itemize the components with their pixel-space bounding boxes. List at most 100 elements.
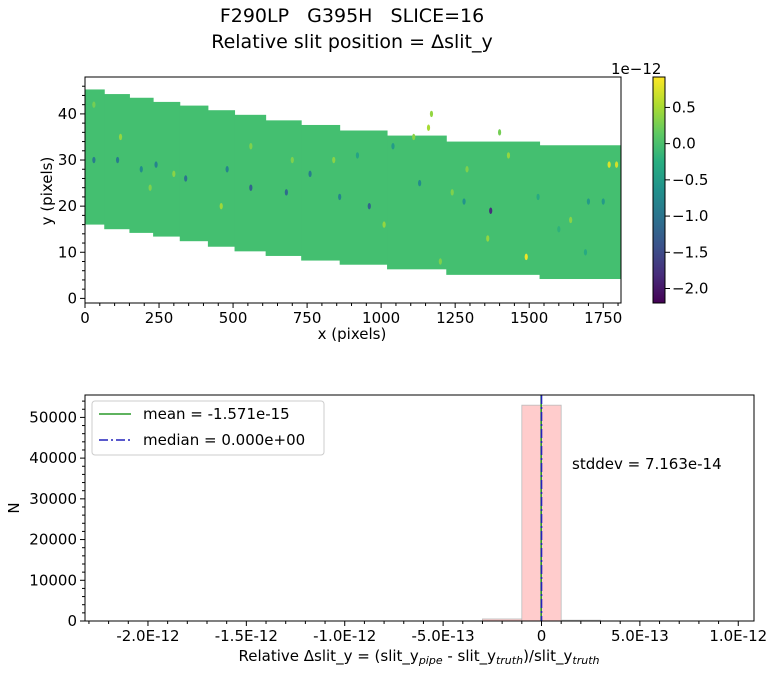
histogram-legend: mean = -1.571e-15 median = 0.000e+00 xyxy=(91,400,325,456)
histogram-ytick-label: 50000 xyxy=(29,408,77,426)
slit-strip-segment xyxy=(265,120,302,256)
histogram-xlabel: Relative Δslit_y = (slit_ypipe - slit_yt… xyxy=(239,647,600,667)
outlier-pixel xyxy=(557,226,561,233)
outlier-pixel xyxy=(249,142,253,150)
xlabel-mid: - slit_y xyxy=(443,647,496,666)
heatmap-ticks: 0 250 500 750 1000 1250 1500 1750 0 10 20 30 40 xyxy=(58,85,622,327)
colorbar-tick-label: 0.0 xyxy=(672,135,696,153)
outlier-pixel xyxy=(115,156,120,164)
xlabel-prefix: Relative Δslit_y = (slit_y xyxy=(239,647,419,666)
outlier-pixel xyxy=(450,189,454,196)
slit-strip-segment xyxy=(234,114,267,252)
xlabel-sub-truth-1: truth xyxy=(496,654,523,667)
outlier-pixel xyxy=(607,161,611,168)
histogram-xtick-label: -5.0E-13 xyxy=(411,627,474,645)
figure-title-line1: F290LP G395H SLICE=16 xyxy=(220,5,484,27)
slit-strip-segment xyxy=(539,145,621,280)
heatmap-ytick-label: 20 xyxy=(58,197,77,215)
colorbar-tick-label: −2.0 xyxy=(672,280,708,298)
outlier-pixel xyxy=(139,166,143,173)
heatmap-xtick-label: 500 xyxy=(219,309,248,327)
stddev-annotation: stddev = 7.163e-14 xyxy=(572,455,722,473)
outlier-pixel xyxy=(536,193,540,201)
histogram-ytick-label: 0 xyxy=(67,612,77,630)
outlier-pixel xyxy=(583,249,588,256)
histogram-xtick-label: 5.0E-13 xyxy=(611,627,669,645)
outlier-pixel xyxy=(506,152,511,159)
outlier-pixel xyxy=(338,193,342,201)
histogram-ytick-label: 20000 xyxy=(29,531,77,549)
slit-strip-segment xyxy=(129,97,154,233)
slit-strip-segment xyxy=(446,141,541,275)
colorbar-ticks: 0.5 0.0 −0.5 −1.0 −1.5 −2.0 xyxy=(665,98,708,298)
outlier-pixel xyxy=(497,129,502,136)
xlabel-mid2: )/slit_y xyxy=(523,647,572,666)
xlabel-sub-pipe: pipe xyxy=(418,654,443,667)
legend-median-label: median = 0.000e+00 xyxy=(143,431,305,449)
heatmap-xtick-label: 750 xyxy=(293,309,322,327)
outlier-pixel xyxy=(249,184,253,191)
figure-title-line2: Relative slit position = Δslit_y xyxy=(211,31,493,53)
outlier-pixel xyxy=(184,175,188,182)
outlier-pixel xyxy=(172,170,176,178)
histogram-xtick-label: -1.5E-12 xyxy=(215,627,278,645)
heatmap-xtick-label: 1000 xyxy=(362,309,400,327)
outlier-pixel xyxy=(614,161,619,168)
outlier-pixel xyxy=(601,198,605,205)
outlier-pixel xyxy=(92,101,96,108)
heatmap-ytick-label: 30 xyxy=(58,151,77,169)
colorbar-tick-label: 0.5 xyxy=(672,98,696,116)
outlier-pixel xyxy=(148,184,152,191)
outlier-pixel xyxy=(154,161,158,168)
outlier-pixel xyxy=(524,253,528,261)
colorbar-tick-label: −0.5 xyxy=(672,171,708,189)
outlier-pixel xyxy=(92,156,96,164)
slit-strip-segment xyxy=(179,105,209,242)
outlier-pixel xyxy=(412,133,416,141)
slit-strip-segment xyxy=(301,124,341,261)
histogram-plot-area xyxy=(482,395,601,621)
outlier-pixel xyxy=(429,110,434,118)
outlier-pixel xyxy=(462,198,466,205)
histogram-ylabel: N xyxy=(5,502,23,513)
slit-strip-segment xyxy=(387,135,447,270)
xlabel-sub-truth-2: truth xyxy=(572,654,599,667)
heatmap-ylabel: y (pixels) xyxy=(38,157,56,226)
outlier-pixel xyxy=(391,142,395,150)
legend-mean-label: mean = -1.571e-15 xyxy=(143,405,290,423)
heatmap-xtick-label: 250 xyxy=(145,309,174,327)
outlier-pixel xyxy=(367,202,371,210)
outlier-pixel xyxy=(418,179,422,187)
outlier-pixel xyxy=(308,170,312,178)
colorbar-offset-text: 1e−12 xyxy=(611,60,661,78)
heatmap-xlabel: x (pixels) xyxy=(318,325,387,343)
slit-strip-segment xyxy=(85,89,105,225)
outlier-pixel xyxy=(118,133,123,141)
outlier-pixel xyxy=(355,152,360,159)
heatmap-xtick-label: 1250 xyxy=(436,309,474,327)
legend-box xyxy=(91,400,325,456)
heatmap-plot-area xyxy=(85,89,621,280)
histogram-frame xyxy=(84,394,755,622)
heatmap-xtick-label: 0 xyxy=(80,309,90,327)
heatmap-ytick-label: 10 xyxy=(58,243,77,261)
outlier-pixel xyxy=(486,235,490,242)
outlier-pixel xyxy=(382,221,386,228)
colorbar-gradient xyxy=(652,76,666,304)
slit-strip-segment xyxy=(153,101,181,237)
outlier-pixel xyxy=(489,207,493,214)
outlier-pixel xyxy=(586,198,591,205)
histogram-xtick-label: 0 xyxy=(537,627,547,645)
heatmap-ytick-label: 40 xyxy=(58,105,77,123)
heatmap-xtick-label: 1750 xyxy=(584,309,622,327)
outlier-pixel xyxy=(219,202,223,210)
outlier-pixel xyxy=(426,124,431,131)
heatmap-xtick-label: 1500 xyxy=(510,309,548,327)
histogram-panel: -2.0E-12 -1.5E-12 -1.0E-12 -5.0E-13 0 5.0E-13… xyxy=(5,394,767,667)
slit-strip-segment xyxy=(339,130,388,265)
histogram-ytick-label: 10000 xyxy=(29,571,77,589)
outlier-pixel xyxy=(225,166,229,173)
outlier-pixel-layer xyxy=(92,101,619,265)
outlier-pixel xyxy=(290,156,294,164)
